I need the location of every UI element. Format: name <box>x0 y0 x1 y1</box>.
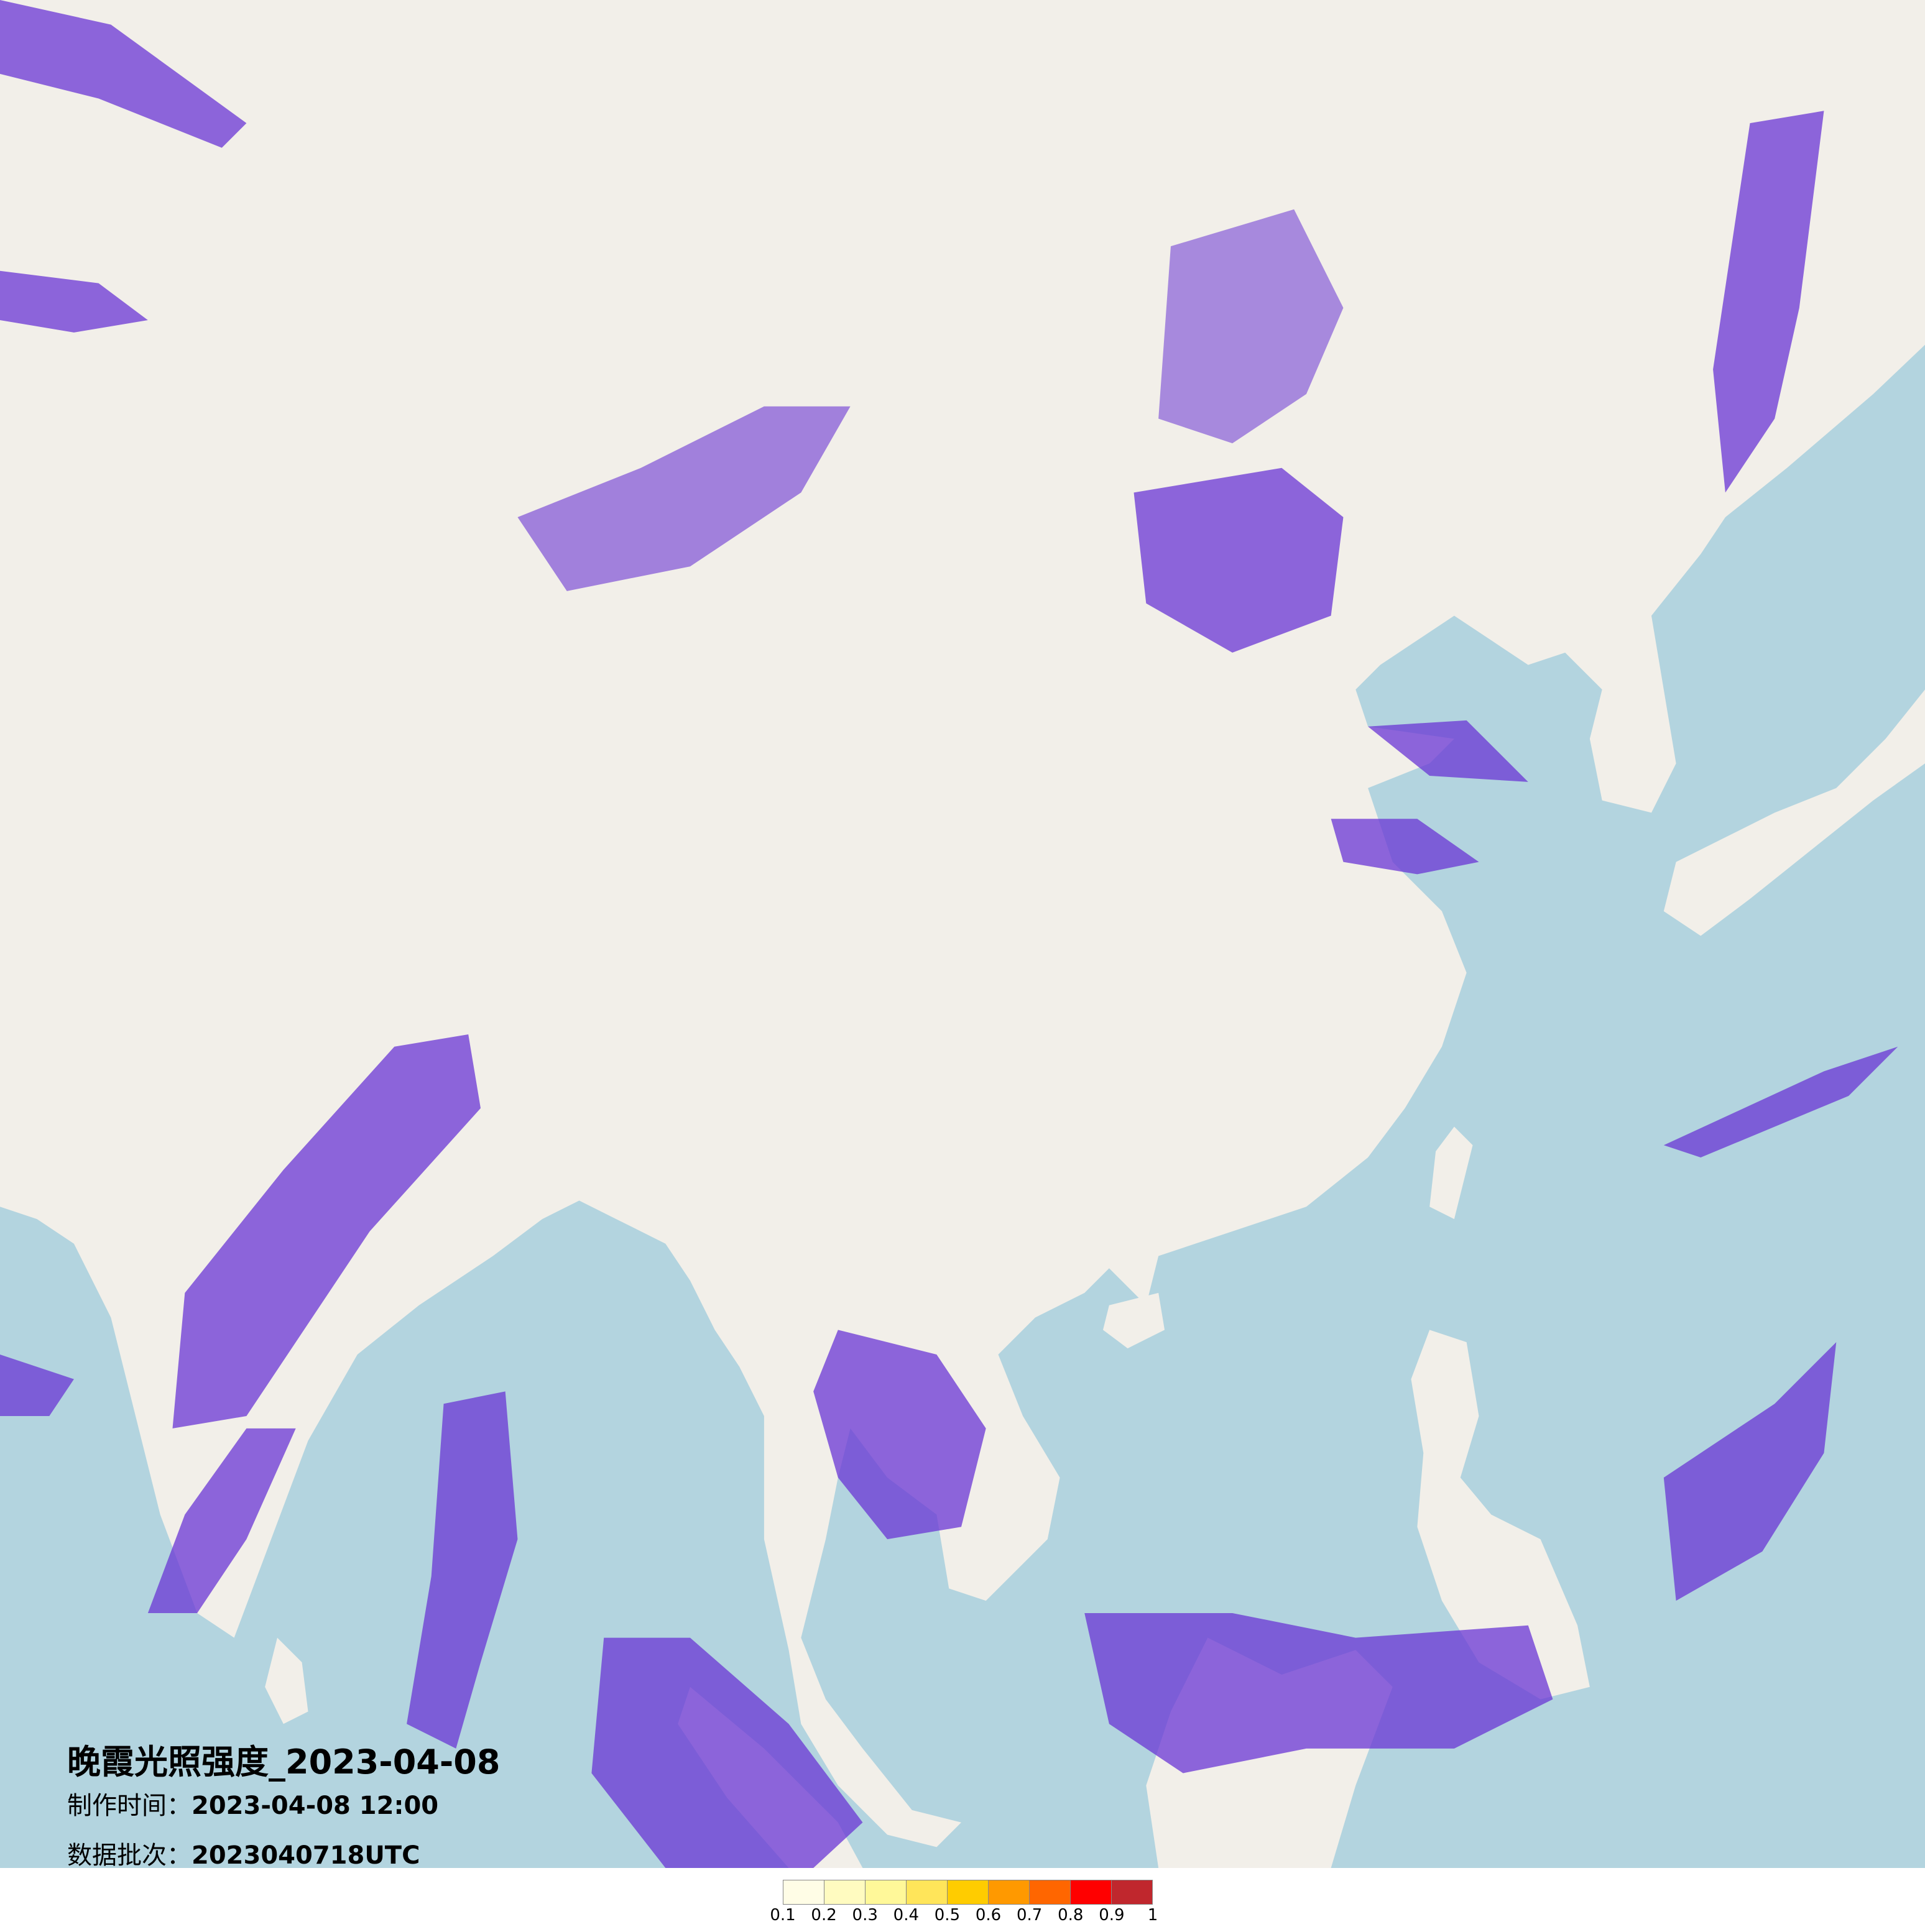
overlay-region <box>1663 1046 1898 1158</box>
map-title: 晚霞光照强度_2023-04-08 <box>67 1742 501 1782</box>
legend-swatch <box>907 1880 948 1904</box>
sri-lanka <box>265 1637 308 1724</box>
legend-swatch <box>1112 1880 1152 1904</box>
overlay-region <box>517 406 851 591</box>
production-time: 制作时间：2023-04-08 12:00 <box>67 1785 438 1821</box>
legend-tick-label: 0.1 <box>770 1906 796 1925</box>
legend-swatch <box>783 1880 824 1904</box>
hainan <box>1102 1292 1165 1349</box>
legend-tick-label: 0.9 <box>1099 1906 1125 1925</box>
legend-tick-label: 0.7 <box>1016 1906 1043 1925</box>
legend-ticks: 0.1 0.2 0.3 0.4 0.5 0.6 0.7 0.8 0.9 1 <box>770 1906 1168 1931</box>
legend-tick-label: 0.3 <box>852 1906 878 1925</box>
overlay-region <box>591 1637 863 1868</box>
legend-tick-label: 0.8 <box>1058 1906 1084 1925</box>
overlay-region <box>1331 819 1479 875</box>
overlay-region <box>1158 209 1344 444</box>
legend-swatch <box>824 1880 866 1904</box>
legend-swatch <box>989 1880 1030 1904</box>
japan <box>1663 689 1925 936</box>
legend-swatch <box>866 1880 907 1904</box>
production-time-value: 2023-04-08 12:00 <box>192 1792 439 1820</box>
color-legend <box>783 1880 1153 1905</box>
overlay-region <box>0 0 247 148</box>
philippines <box>1411 1330 1590 1700</box>
data-batch-value: 2023040718UTC <box>192 1841 420 1870</box>
overlay-region <box>147 1428 296 1613</box>
legend-tick-label: 0.6 <box>975 1906 1002 1925</box>
legend-swatch <box>1071 1880 1112 1904</box>
overlay-region <box>0 270 148 333</box>
legend-tick-label: 0.4 <box>893 1906 920 1925</box>
overlay-region <box>0 1354 74 1417</box>
legend-tick-label: 1 <box>1147 1906 1158 1925</box>
overlay-region <box>1713 111 1824 493</box>
overlay-region <box>1368 720 1528 782</box>
overlay-region <box>813 1330 986 1540</box>
legend-swatch <box>1030 1880 1071 1904</box>
data-batch-label: 数据批次： <box>67 1841 192 1870</box>
overlay-region <box>407 1391 518 1749</box>
glow-overlay <box>0 0 1898 1868</box>
map-canvas[interactable] <box>0 0 1925 1868</box>
legend-tick-label: 0.5 <box>934 1906 961 1925</box>
overlay-region <box>1084 1612 1553 1773</box>
taiwan <box>1429 1126 1473 1220</box>
mainland <box>0 0 1925 1847</box>
legend-tick-label: 0.2 <box>811 1906 837 1925</box>
legend-swatch <box>948 1880 989 1904</box>
data-batch: 数据批次：2023040718UTC <box>67 1835 420 1871</box>
overlay-region <box>172 1034 481 1428</box>
overlay-region <box>1663 1342 1837 1601</box>
overlay-region <box>1133 467 1344 653</box>
production-time-label: 制作时间： <box>67 1792 192 1820</box>
